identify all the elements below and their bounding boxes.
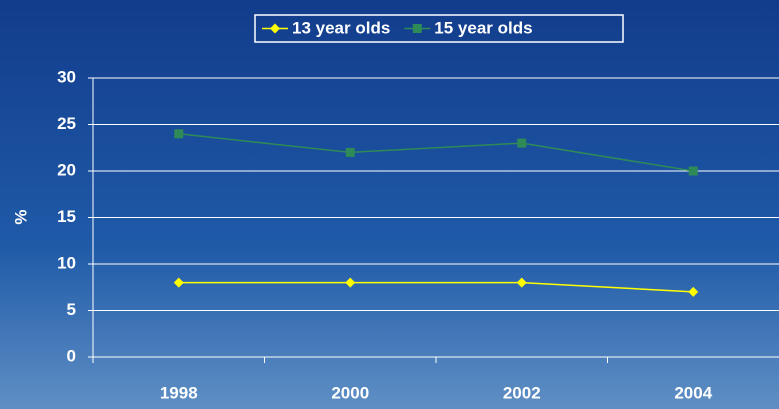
y-tick-label: 15	[57, 207, 76, 226]
y-tick-label: 25	[57, 114, 76, 133]
x-tick-label: 2000	[331, 383, 369, 402]
line	[178, 281, 694, 293]
line	[178, 133, 694, 172]
x-tick-label: 2002	[503, 383, 541, 402]
marker	[516, 277, 527, 288]
marker	[517, 138, 527, 148]
y-tick-label: 5	[67, 300, 76, 319]
legend-marker	[270, 23, 280, 34]
y-axis-label: %	[11, 209, 30, 224]
legend-label: 15 year olds	[434, 18, 532, 37]
y-tick-label: 0	[67, 346, 76, 365]
y-tick-label: 10	[57, 253, 76, 272]
legend-label: 13 year olds	[292, 18, 390, 37]
marker	[688, 286, 699, 297]
y-tick-label: 20	[57, 160, 76, 179]
marker	[345, 277, 356, 288]
marker	[688, 166, 698, 176]
y-tick-label: 30	[57, 67, 76, 86]
legend-box	[254, 14, 624, 43]
x-tick-label: 2004	[674, 383, 712, 402]
marker	[173, 277, 184, 288]
marker	[345, 147, 355, 157]
x-tick-label: 1998	[160, 383, 198, 402]
legend-marker	[412, 24, 422, 33]
marker	[174, 129, 184, 139]
